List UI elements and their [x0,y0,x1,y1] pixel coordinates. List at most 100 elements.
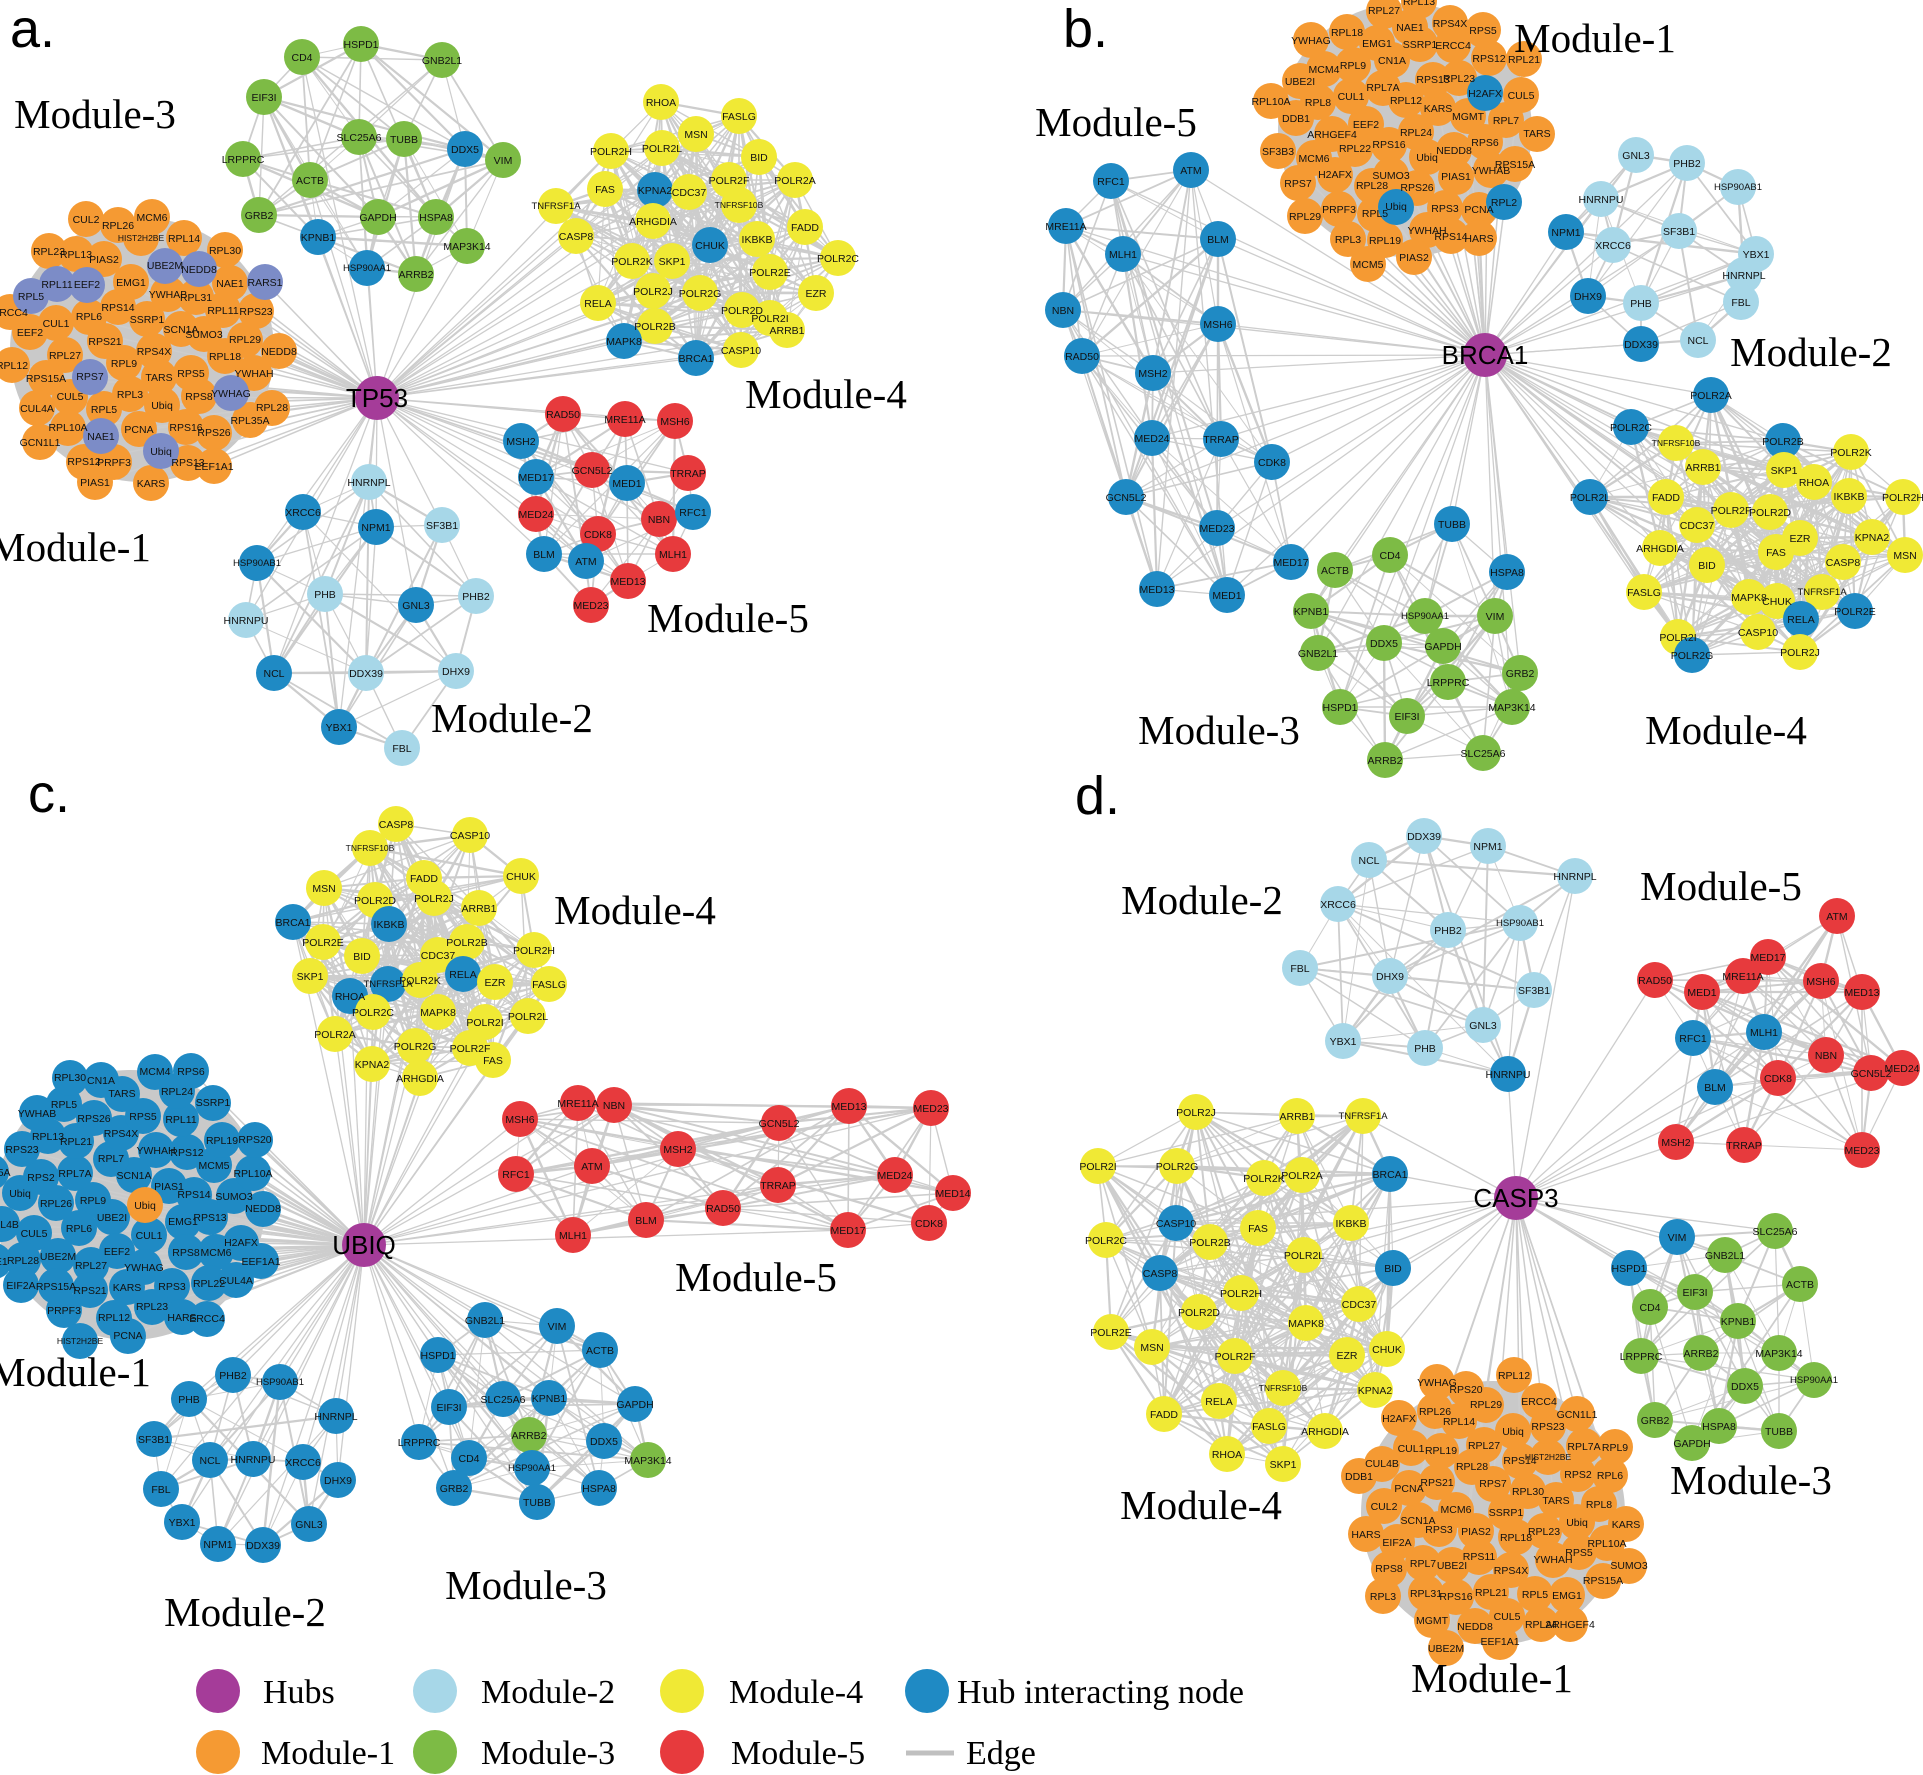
svg-text:MGMT: MGMT [1416,1615,1449,1627]
svg-text:SCN1A: SCN1A [1400,1515,1435,1527]
svg-text:RPS14: RPS14 [1434,231,1467,243]
svg-text:PHB2: PHB2 [1673,158,1701,170]
svg-text:UBE2M: UBE2M [40,1251,76,1263]
svg-text:SF3B1: SF3B1 [426,520,458,532]
svg-text:Module-3: Module-3 [1138,707,1300,753]
svg-text:POLR2C: POLR2C [1610,422,1652,434]
svg-text:RPS7: RPS7 [76,371,104,383]
svg-text:TNFRSF10B: TNFRSF10B [1259,1383,1308,1393]
svg-text:MLH1: MLH1 [1109,249,1137,261]
svg-text:ERCC4: ERCC4 [1435,40,1471,52]
svg-text:ARRB2: ARRB2 [1367,755,1402,767]
svg-text:RPS16: RPS16 [1439,1591,1472,1603]
svg-text:KARS: KARS [1612,1519,1641,1531]
svg-text:RFC1: RFC1 [1679,1033,1707,1045]
svg-text:RFC1: RFC1 [679,507,707,519]
svg-text:SKP1: SKP1 [659,256,686,268]
svg-text:ARRB2: ARRB2 [1683,1348,1718,1360]
svg-text:YBX1: YBX1 [1330,1036,1357,1048]
svg-text:Module-4: Module-4 [1645,707,1807,753]
svg-text:GCN5L2: GCN5L2 [1851,1068,1892,1080]
svg-text:HNRNPU: HNRNPU [1579,194,1624,206]
svg-text:RPS4X: RPS4X [1494,1565,1528,1577]
svg-text:RAD50: RAD50 [546,409,580,421]
svg-text:RPS12: RPS12 [1472,53,1505,65]
svg-text:CD4: CD4 [1379,550,1400,562]
svg-text:RPS7: RPS7 [1284,178,1312,190]
svg-text:CUL5: CUL5 [21,1228,48,1240]
svg-text:EEF2: EEF2 [74,279,100,291]
svg-text:Module-5: Module-5 [1640,863,1802,909]
svg-text:EEF1A1: EEF1A1 [241,1256,280,1268]
svg-text:RPS8: RPS8 [1375,1563,1403,1575]
svg-text:MED23: MED23 [573,600,608,612]
svg-text:POLR2K: POLR2K [611,256,652,268]
svg-text:RPL19: RPL19 [206,1135,238,1147]
svg-text:DDX5: DDX5 [1731,1381,1759,1393]
svg-text:RPL35A: RPL35A [230,415,269,427]
svg-text:MRE11A: MRE11A [557,1098,598,1110]
svg-text:RPS6: RPS6 [177,1066,205,1078]
svg-text:Ubiq: Ubiq [9,1188,31,1200]
svg-text:YWHAG: YWHAG [211,388,251,400]
svg-text:EMG1: EMG1 [116,277,146,289]
svg-text:RPS2: RPS2 [1564,1469,1592,1481]
svg-text:POLR2F: POLR2F [450,1043,491,1055]
svg-text:KPNB1: KPNB1 [532,1393,567,1405]
svg-text:MED17: MED17 [1273,557,1308,569]
svg-text:Module-4: Module-4 [729,1674,863,1711]
svg-text:CUL5: CUL5 [1494,1611,1521,1623]
svg-text:MED23: MED23 [913,1103,948,1115]
svg-text:RPL7A: RPL7A [1366,82,1399,94]
svg-text:H2AFX: H2AFX [1382,1413,1416,1425]
svg-text:TNFRSF1A: TNFRSF1A [531,201,581,212]
svg-text:RPS3: RPS3 [158,1281,186,1293]
svg-text:HIST2H2BE: HIST2H2BE [118,233,165,243]
svg-text:GNB2L1: GNB2L1 [465,1315,505,1327]
svg-text:HNRNPU: HNRNPU [224,615,269,627]
svg-text:RHOA: RHOA [335,991,365,1003]
svg-text:FASLG: FASLG [1627,587,1661,599]
svg-text:VIM: VIM [1486,611,1505,623]
svg-text:a.: a. [10,0,55,59]
svg-text:XRCC6: XRCC6 [1320,899,1356,911]
svg-text:SF3B3: SF3B3 [1262,146,1294,158]
svg-text:RPS26: RPS26 [77,1113,110,1125]
svg-text:PIAS2: PIAS2 [89,254,119,266]
svg-text:RELA: RELA [449,969,476,981]
svg-text:MED17: MED17 [1750,952,1785,964]
svg-text:POLR2C: POLR2C [817,253,859,265]
svg-text:GRB2: GRB2 [440,1483,469,1495]
svg-text:MRE11A: MRE11A [1722,971,1763,983]
svg-text:RPS8: RPS8 [185,391,213,403]
svg-text:ARRB1: ARRB1 [1279,1111,1314,1123]
svg-text:HNRNPU: HNRNPU [231,1454,276,1466]
svg-text:RPL21: RPL21 [1508,54,1540,66]
svg-text:KPNA2: KPNA2 [1855,532,1890,544]
svg-text:MED24: MED24 [1134,433,1169,445]
svg-text:RPL18: RPL18 [209,351,241,363]
svg-text:RARS1: RARS1 [247,277,282,289]
svg-text:HSP90AA1: HSP90AA1 [343,263,391,274]
svg-text:KARS: KARS [1424,103,1453,115]
svg-text:RPL3: RPL3 [1370,1591,1396,1603]
svg-text:RPL28: RPL28 [1456,1461,1488,1473]
svg-text:RPL7: RPL7 [98,1153,124,1165]
svg-text:HSP90AA1: HSP90AA1 [1790,1375,1838,1386]
svg-text:RPL6: RPL6 [1597,1470,1623,1482]
svg-text:CDK8: CDK8 [584,529,612,541]
svg-text:KPNB1: KPNB1 [1721,1316,1756,1328]
svg-text:KPNB1: KPNB1 [1294,606,1329,618]
svg-text:RPS20: RPS20 [1449,1384,1482,1396]
svg-text:RPL14: RPL14 [168,233,200,245]
svg-text:PCNA: PCNA [1394,1483,1423,1495]
svg-text:RPL26: RPL26 [1419,1406,1451,1418]
svg-text:HARS: HARS [167,1312,196,1324]
svg-text:ACTB: ACTB [296,175,324,187]
svg-text:CHUK: CHUK [1762,596,1792,608]
svg-text:RPS23: RPS23 [239,306,272,318]
svg-text:RAD50: RAD50 [1638,975,1672,987]
svg-text:POLR2J: POLR2J [633,286,673,298]
svg-text:RPL29: RPL29 [1470,1399,1502,1411]
svg-text:RPL18: RPL18 [1331,27,1363,39]
